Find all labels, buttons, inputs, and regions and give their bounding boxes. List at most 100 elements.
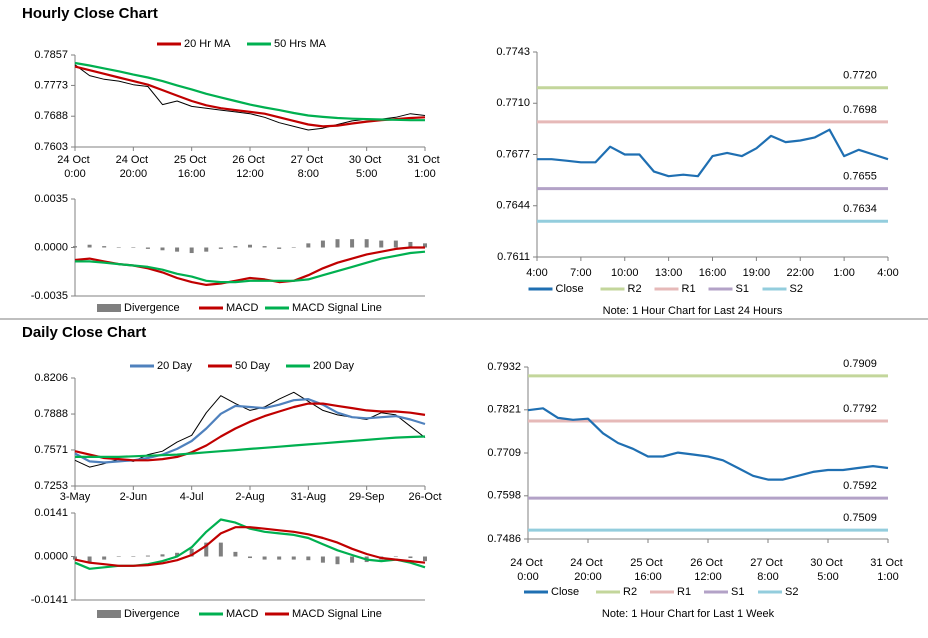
divergence-bar (248, 556, 252, 559)
divergence-bar (423, 556, 427, 562)
x-tick-label: 24 Oct 0:00 (57, 154, 92, 180)
legend-label: Divergence (124, 302, 180, 314)
legend-swatch (97, 610, 121, 618)
divergence-bar (320, 556, 325, 563)
x-tick-label: 4:00 (877, 267, 898, 279)
x-tick-label: 25 Oct 16:00 (630, 557, 665, 583)
series-line (74, 61, 425, 122)
divergence-bar (364, 239, 369, 248)
y-tick-label: 0.0000 (34, 550, 68, 562)
x-tick-label: 7:00 (570, 267, 591, 279)
x-tick-label: 26 Oct 12:00 (232, 154, 267, 180)
y-tick-label: 0.7857 (34, 49, 68, 61)
x-tick-label: 26-Oct (408, 491, 441, 503)
divergence-bar (306, 556, 311, 561)
x-tick-label: 31 Oct 1:00 (407, 154, 442, 180)
divergence-bar (87, 556, 92, 563)
x-tick-label: 3-May (60, 491, 91, 503)
divergence-bar (277, 247, 282, 249)
divergence-bar (423, 243, 427, 248)
divergence-bar (306, 243, 311, 248)
y-tick-label: 0.7932 (487, 361, 521, 373)
x-tick-label: 29-Sep (349, 491, 384, 503)
series-line (74, 65, 426, 128)
level-label: 0.7792 (843, 403, 877, 415)
divergence-bar (408, 556, 413, 559)
x-tick-label: 26 Oct 12:00 (690, 557, 725, 583)
divergence-bar (145, 555, 150, 557)
divergence-bar (160, 554, 165, 557)
divergence-bar (102, 556, 107, 560)
x-tick-label: 2-Jun (120, 491, 148, 503)
divergence-bar (379, 240, 384, 248)
level-label: 0.7509 (843, 512, 877, 524)
divergence-bar (102, 246, 107, 248)
y-tick-label: 0.7688 (34, 110, 68, 122)
divergence-bar (116, 556, 121, 557)
divergence-bar (73, 246, 77, 248)
x-tick-label: 31-Aug (291, 491, 326, 503)
divergence-bar (131, 556, 136, 557)
series-line (75, 435, 426, 458)
divergence-bar (335, 556, 340, 565)
series-line (527, 407, 889, 481)
legend-label: S1 (731, 586, 744, 598)
y-tick-label: 0.0035 (34, 193, 68, 205)
divergence-bar (160, 247, 165, 251)
y-tick-label: -0.0141 (31, 594, 68, 606)
legend-label: S2 (790, 283, 803, 295)
legend-label: S2 (785, 586, 798, 598)
x-tick-label: 24 Oct 20:00 (116, 154, 151, 180)
x-tick-label: 2-Aug (235, 491, 264, 503)
legend-label: MACD (226, 302, 258, 314)
level-label: 0.7655 (843, 171, 877, 183)
series-line (537, 128, 889, 178)
legend-label: R2 (628, 283, 642, 295)
series-line (74, 526, 426, 567)
divergence-bar (87, 244, 92, 248)
divergence-bar (248, 244, 252, 248)
series-line (75, 250, 426, 284)
legend-label: R1 (677, 586, 691, 598)
y-tick-label: 0.7571 (34, 444, 68, 456)
divergence-bar (291, 556, 296, 560)
y-tick-label: 0.7598 (487, 490, 521, 502)
section-title: Daily Close Chart (22, 324, 146, 341)
divergence-bar (262, 556, 267, 560)
legend-label: Close (556, 283, 584, 295)
divergence-bar (116, 247, 121, 248)
level-label: 0.7592 (843, 480, 877, 492)
divergence-bar (350, 556, 355, 563)
legend-label: 20 Day (157, 360, 192, 372)
y-tick-label: 0.7644 (496, 200, 530, 212)
divergence-bar (408, 241, 413, 248)
divergence-bar (145, 247, 150, 249)
legend-label: 20 Hr MA (184, 38, 231, 50)
y-tick-label: 0.7821 (487, 404, 521, 416)
x-tick-label: 22:00 (786, 267, 814, 279)
legend-label: Divergence (124, 608, 180, 620)
legend-label: S1 (736, 283, 749, 295)
series-line (74, 402, 426, 462)
divergence-bar (320, 240, 325, 248)
legend-label: R2 (623, 586, 637, 598)
x-tick-label: 25 Oct 16:00 (174, 154, 209, 180)
divergence-bar (131, 247, 136, 248)
divergence-bar (233, 246, 238, 248)
y-tick-label: 0.7743 (496, 46, 530, 58)
level-label: 0.7909 (843, 358, 877, 370)
divergence-bar (218, 542, 223, 557)
divergence-bar (73, 556, 77, 560)
divergence-bar (189, 247, 194, 254)
x-tick-label: 19:00 (743, 267, 771, 279)
legend-label: MACD Signal Line (292, 608, 382, 620)
legend-label: MACD Signal Line (292, 302, 382, 314)
legend-label: R1 (682, 283, 696, 295)
y-tick-label: -0.0035 (31, 290, 68, 302)
section-title: Hourly Close Chart (22, 5, 158, 22)
divergence-bar (218, 247, 223, 249)
divergence-bar (175, 247, 180, 252)
divergence-bar (204, 247, 209, 252)
y-tick-label: 0.7611 (497, 251, 530, 263)
x-tick-label: 24 Oct 20:00 (570, 557, 605, 583)
